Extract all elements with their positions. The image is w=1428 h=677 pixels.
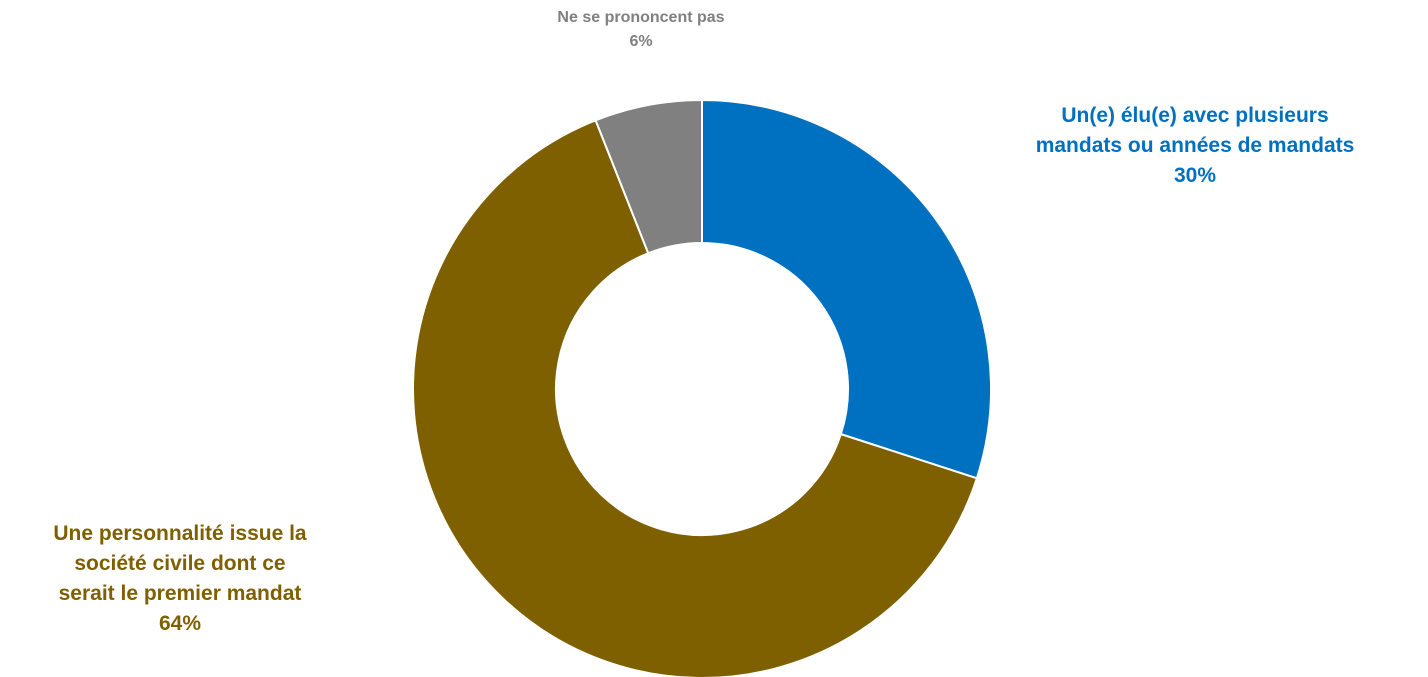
slice-societe-civile <box>412 118 979 677</box>
donut-slices <box>412 98 992 677</box>
slice-label-line: Une personnalité issue la <box>53 522 307 545</box>
slice-label-line: société civile dont ce <box>74 552 286 575</box>
slice-ne-se-prononcent-pas <box>594 98 703 255</box>
slice-label-societe-civile: Une personnalité issue la société civile… <box>0 519 360 639</box>
slice-value-label: 30% <box>1173 164 1217 187</box>
slice-label-line: Ne se prononcent pas <box>557 9 725 26</box>
slice-label-line: mandats ou années de mandats <box>1035 134 1355 157</box>
slice-label-line: Un(e) élu(e) avec plusieurs <box>1061 104 1329 127</box>
slice-label-line: serait le premier mandat <box>58 582 302 605</box>
slice-elu-plusieurs-mandats <box>701 98 992 480</box>
slice-label-ne-se-prononcent-pas: Ne se prononcent pas 6% <box>511 6 771 54</box>
slice-label-elu-plusieurs-mandats: Un(e) élu(e) avec plusieurs mandats ou a… <box>980 101 1410 191</box>
slice-value-label: 64% <box>158 612 202 635</box>
slice-value-label: 6% <box>629 33 653 50</box>
